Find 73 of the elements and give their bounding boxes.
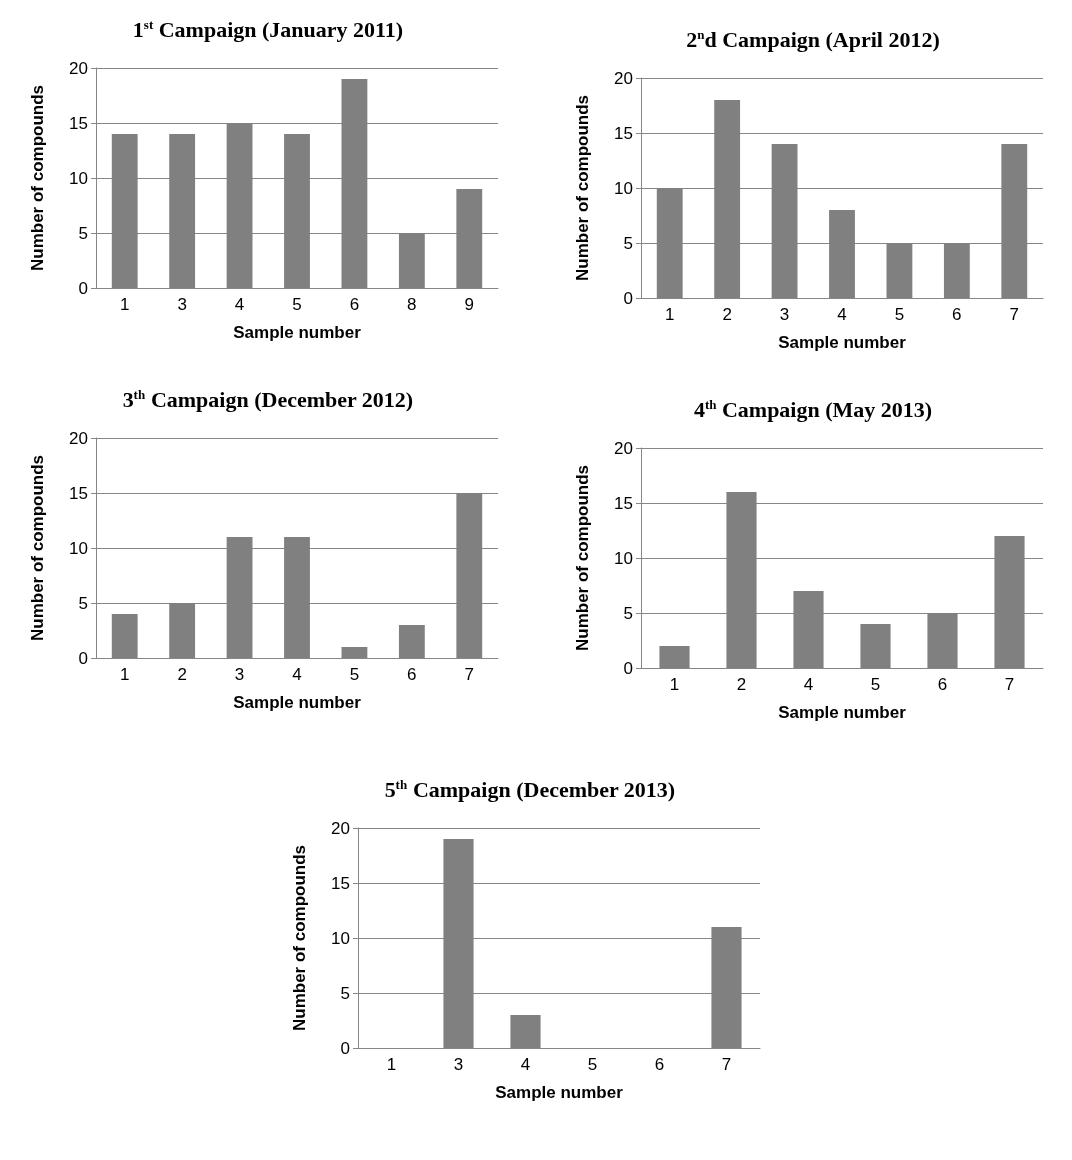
bar (510, 1015, 541, 1048)
x-axis-title: Sample number (495, 1083, 624, 1102)
x-tick-label: 6 (349, 295, 360, 314)
x-tick-label: 8 (407, 295, 417, 314)
x-tick-label: 4 (234, 295, 245, 314)
y-tick-label: 20 (69, 428, 88, 448)
y-tick-label: 5 (78, 223, 88, 243)
x-tick-label: 4 (520, 1055, 531, 1074)
x-tick-label: 2 (722, 305, 732, 324)
x-tick-label: 4 (837, 305, 847, 324)
x-tick-label: 5 (292, 295, 302, 314)
x-tick-label: 6 (407, 665, 417, 684)
y-tick-label: 20 (614, 68, 633, 88)
bar (111, 614, 138, 658)
y-tick-label: 15 (69, 113, 88, 133)
y-tick-label: 0 (78, 278, 88, 298)
x-tick-label: 2 (177, 665, 187, 684)
x-tick-label: 4 (803, 675, 814, 694)
x-axis-title: Sample number (778, 703, 907, 722)
x-tick-label: 7 (1004, 675, 1015, 694)
x-tick-label: 3 (177, 295, 187, 314)
y-axis-title: Number of compounds (573, 464, 592, 652)
y-tick-label: 10 (69, 168, 88, 188)
y-tick-label: 10 (614, 548, 633, 568)
x-tick-label: 1 (664, 305, 675, 324)
y-tick-label: 5 (340, 983, 350, 1003)
y-axis-title: Number of compounds (290, 844, 309, 1032)
x-tick-label: 3 (779, 305, 790, 324)
y-axis-title: Number of compounds (573, 94, 592, 282)
y-tick-label: 10 (614, 178, 633, 198)
x-tick-label: 1 (119, 665, 130, 684)
bar (860, 624, 891, 668)
x-tick-label: 1 (386, 1055, 397, 1074)
y-tick-label: 5 (623, 603, 633, 623)
y-tick-label: 20 (69, 58, 88, 78)
x-axis-title: Sample number (233, 693, 362, 712)
y-tick-label: 10 (331, 928, 350, 948)
x-tick-label: 6 (654, 1055, 665, 1074)
x-tick-label: 4 (292, 665, 302, 684)
bar (398, 625, 425, 658)
bar (341, 647, 368, 658)
x-tick-label: 2 (736, 675, 747, 694)
x-tick-label: 7 (721, 1055, 732, 1074)
y-tick-label: 20 (331, 818, 350, 838)
x-axis-title: Sample number (233, 323, 362, 342)
x-axis-title: Sample number (778, 333, 907, 352)
x-tick-label: 9 (464, 295, 475, 314)
x-tick-label: 5 (894, 305, 905, 324)
y-tick-label: 15 (331, 873, 350, 893)
y-tick-label: 15 (614, 493, 633, 513)
y-tick-label: 0 (623, 288, 633, 308)
x-tick-label: 5 (870, 675, 881, 694)
y-tick-label: 0 (78, 648, 88, 668)
y-tick-label: 10 (69, 538, 88, 558)
x-tick-label: 1 (119, 295, 130, 314)
y-tick-label: 5 (78, 593, 88, 613)
y-tick-label: 5 (623, 233, 633, 253)
y-tick-label: 20 (614, 438, 633, 458)
y-axis-title: Number of compounds (28, 84, 47, 272)
x-tick-label: 3 (453, 1055, 464, 1074)
x-tick-label: 6 (952, 305, 962, 324)
y-axis-title: Number of compounds (28, 454, 47, 642)
x-tick-label: 6 (937, 675, 948, 694)
y-tick-label: 0 (623, 658, 633, 678)
y-tick-label: 0 (340, 1038, 350, 1058)
x-tick-label: 7 (1009, 305, 1020, 324)
y-tick-label: 15 (69, 483, 88, 503)
x-tick-label: 5 (587, 1055, 598, 1074)
y-tick-label: 15 (614, 123, 633, 143)
x-tick-label: 1 (669, 675, 680, 694)
x-tick-label: 7 (464, 665, 475, 684)
x-tick-label: 3 (234, 665, 245, 684)
bar (659, 646, 690, 668)
